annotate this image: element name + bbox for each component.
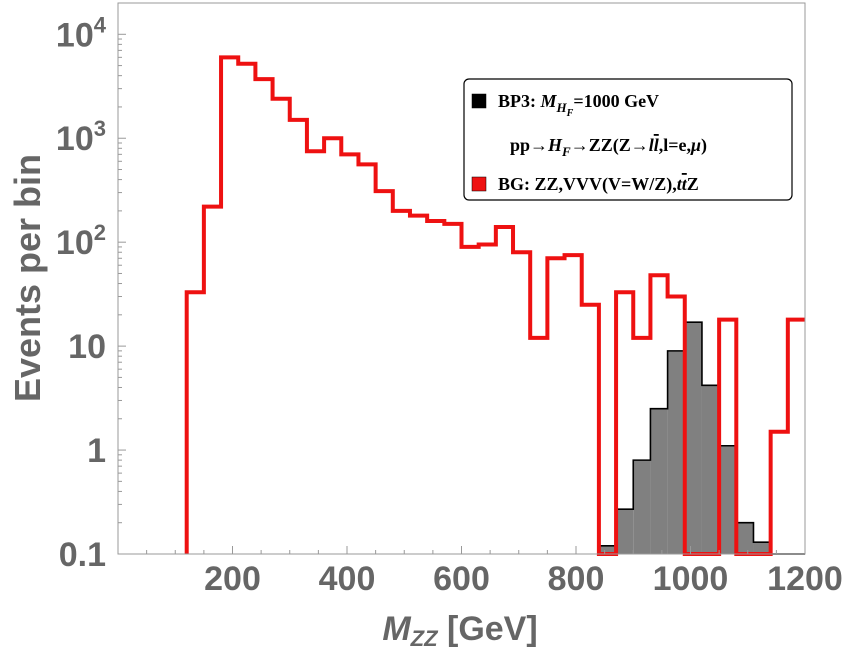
legend-entry-2: BG: ZZ,VVV(V=W/Z),ttZ: [498, 174, 699, 195]
y-tick-label-4: 103: [56, 116, 106, 158]
x-axis-title-main: M: [382, 610, 411, 648]
signal-bar-5: [684, 322, 702, 554]
legend: BP3: MHF=1000 GeV pp→HF→ZZ(Z→ll,l=e,μ) BG:…: [463, 78, 793, 201]
signal-bar-0: [598, 545, 617, 554]
legend-swatch-0: [471, 93, 487, 109]
background-step-line: [184, 55, 805, 556]
plot-area: [184, 55, 805, 556]
legend-entry-0: BP3: MHF=1000 GeV: [498, 91, 659, 119]
legend-entries: BP3: MHF=1000 GeV pp→HF→ZZ(Z→ll,l=e,μ) BG:…: [471, 91, 707, 195]
signal-bar-7: [719, 445, 737, 554]
legend-box: [463, 78, 793, 201]
y-tick-label-3: 102: [56, 220, 106, 262]
signal-bar-4: [667, 350, 685, 554]
y-tick-label-0: 0.1: [59, 536, 106, 574]
x-axis-title: MZZ [GeV]: [382, 610, 537, 649]
x-tick-label-5: 1200: [767, 560, 843, 598]
y-tick-label-2: 10: [68, 328, 106, 366]
x-tick-label-0: 200: [204, 560, 261, 598]
x-tick-label-2: 600: [433, 560, 490, 598]
x-tick-label-1: 400: [319, 560, 376, 598]
legend-swatch-2: [471, 176, 487, 192]
y-tick-label-1: 1: [87, 432, 106, 470]
x-tick-label-3: 800: [548, 560, 605, 598]
signal-bar-6: [701, 385, 720, 554]
signal-bar-9: [753, 542, 771, 554]
signal-bar-3: [650, 408, 668, 554]
axes: [117, 2, 806, 555]
signal-outline: [598, 321, 805, 555]
x-axis-title-sub: ZZ: [410, 626, 439, 649]
x-tick-label-4: 1000: [653, 560, 729, 598]
x-axis-title-rest: [GeV]: [438, 610, 538, 648]
tick-labels: 200 400 600 800 1000 1200 0.1 1 10 102 103 104: [56, 12, 843, 598]
signal-bar-1: [616, 509, 634, 554]
y-axis-title: Events per bin: [7, 154, 48, 402]
y-tick-label-5: 104: [56, 12, 107, 54]
signal-bar-8: [736, 522, 754, 554]
legend-entry-1: pp→HF→ZZ(Z→ll,l=e,μ): [510, 135, 707, 159]
signal-bar-2: [633, 460, 651, 554]
